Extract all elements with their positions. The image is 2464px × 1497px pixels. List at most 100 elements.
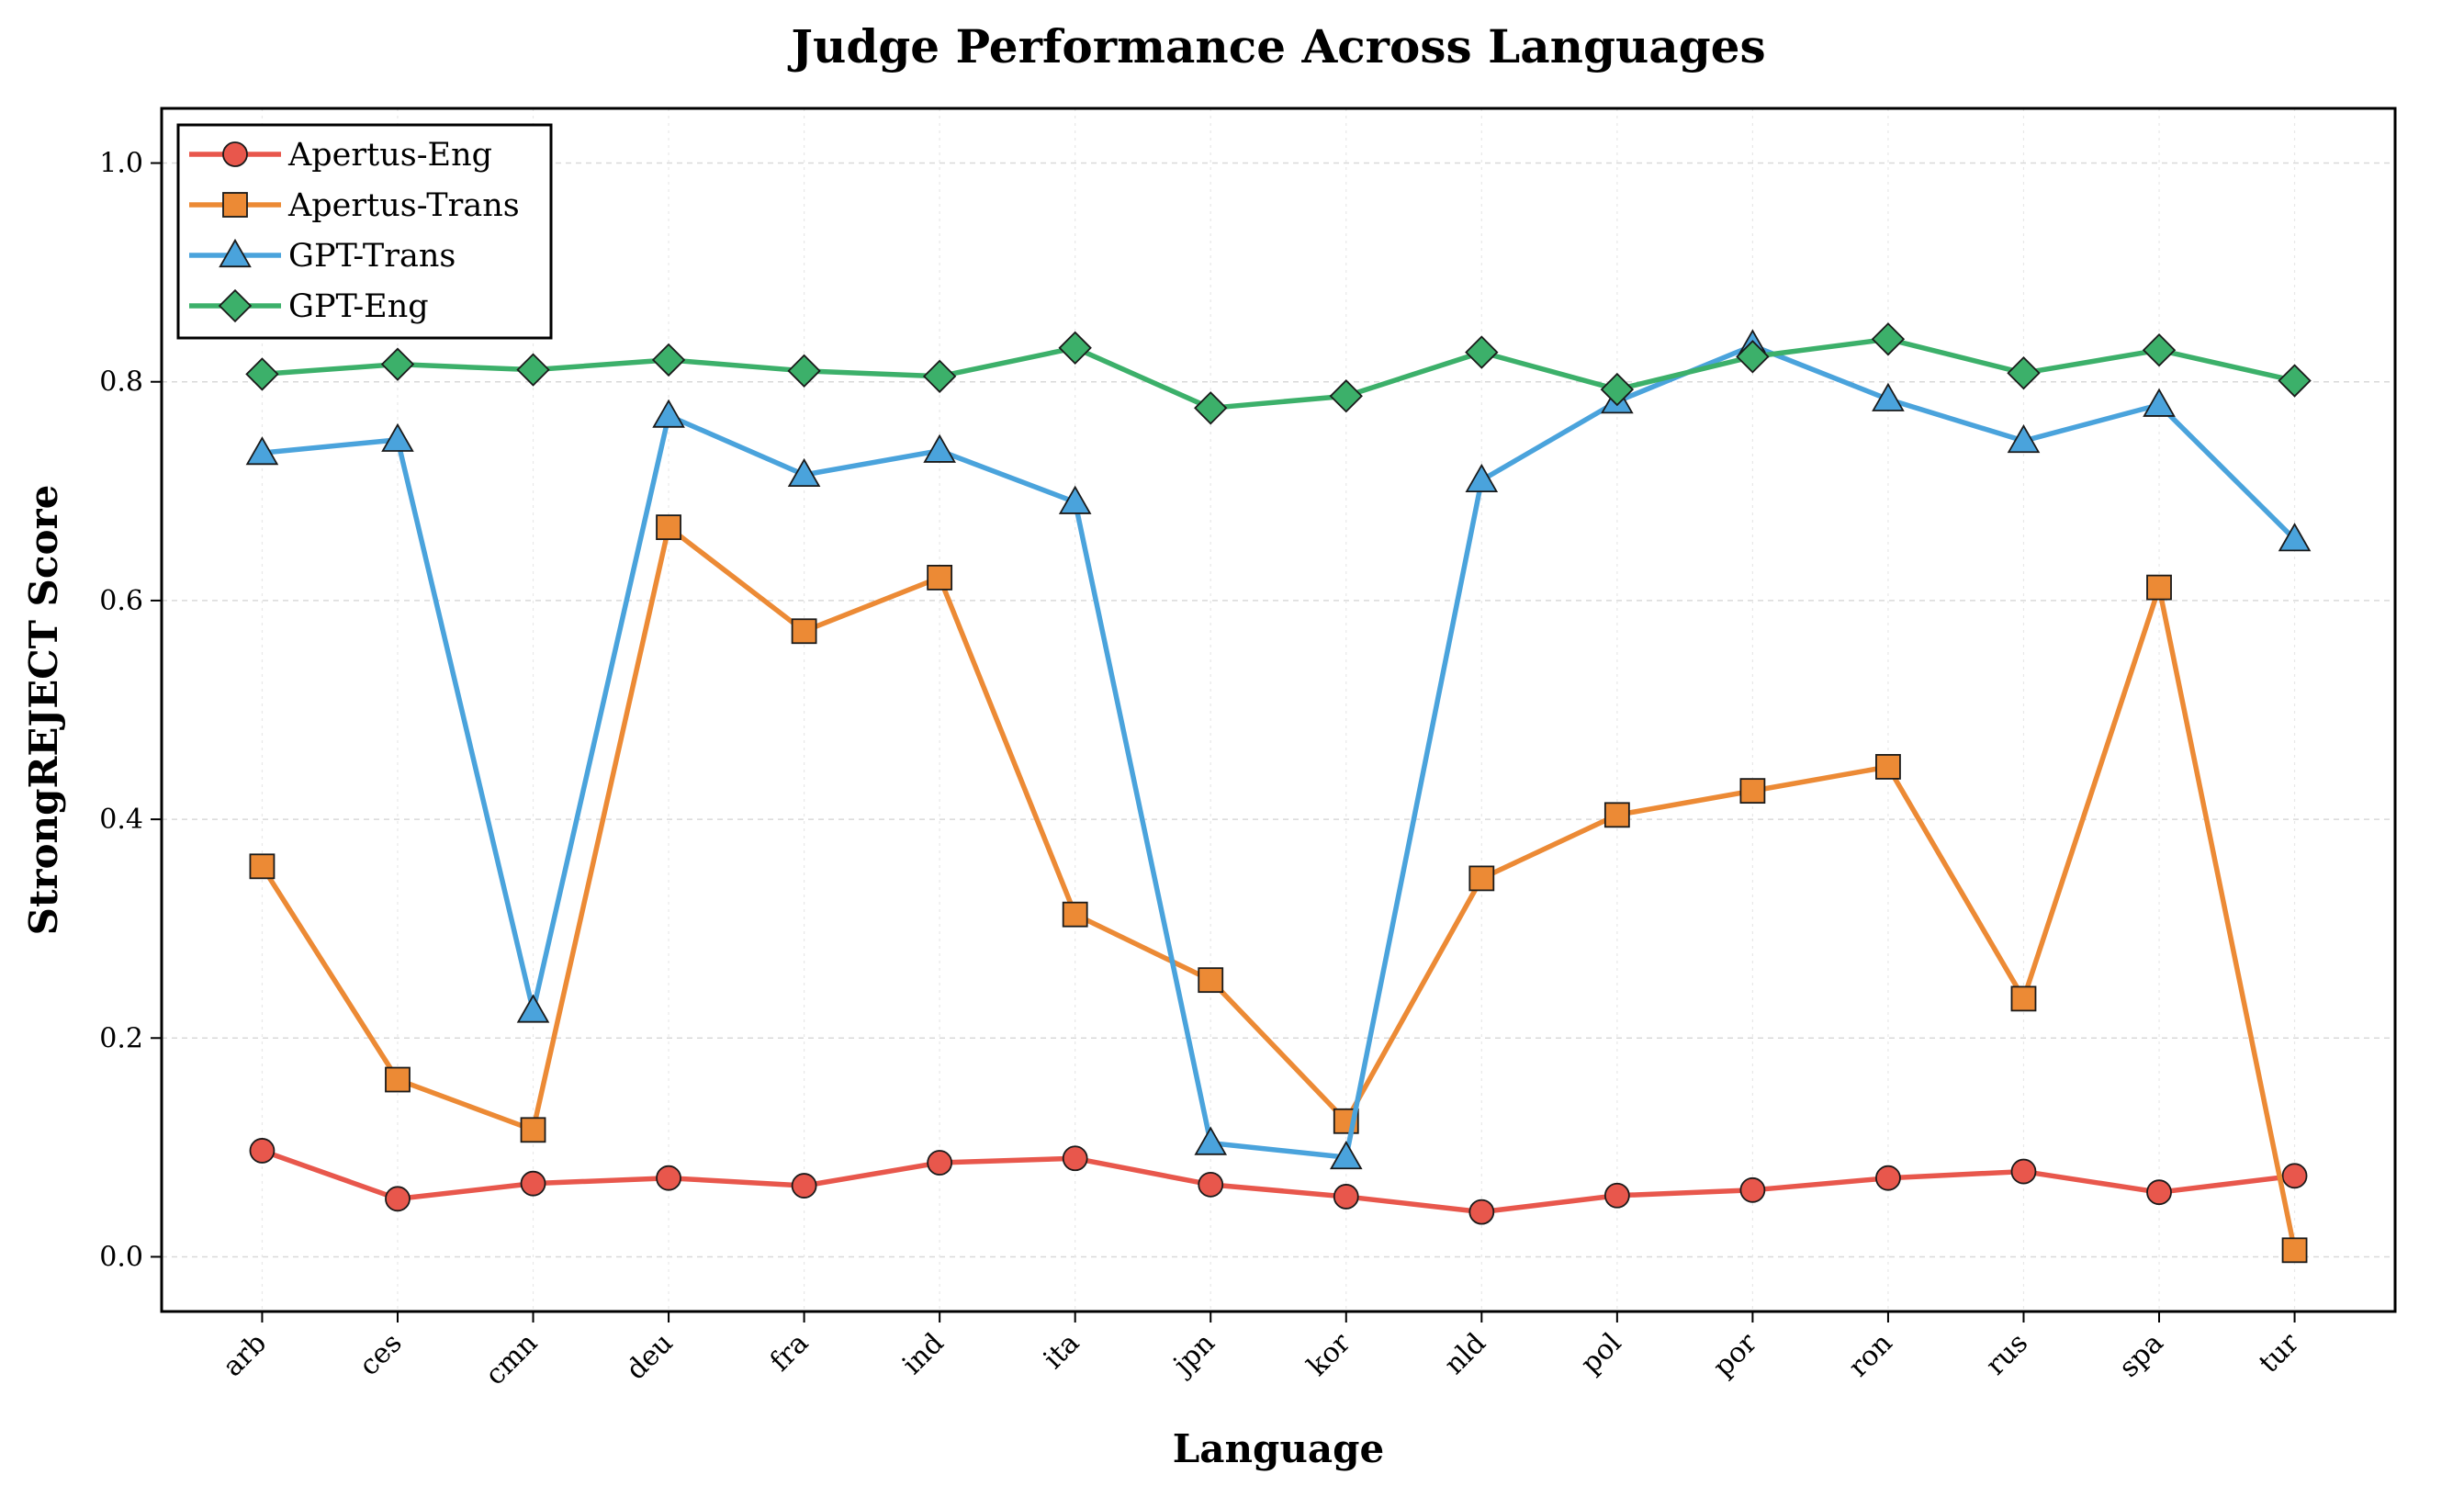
legend-marker [219,238,252,268]
data-point [1468,865,1495,892]
series-line [259,336,2298,411]
x-tick-label: ind [896,1327,951,1381]
x-tick-label: kor [1301,1326,1357,1382]
data-point [791,618,817,645]
data-point [516,994,550,1023]
data-point [2010,1158,2037,1185]
data-point [520,1170,546,1197]
x-tick-label: arb [217,1327,273,1383]
data-point [1875,754,1901,780]
legend-label: GPT-Trans [288,238,456,275]
y-tick-label: 0.0 [99,1241,143,1273]
data-point [385,1066,411,1093]
y-axis-label: StrongREJECT Score [21,485,66,936]
legend-label: GPT-Eng [288,288,429,325]
data-point [380,347,415,381]
legend-marker [222,141,248,167]
chart-title: Judge Performance Across Languages [787,19,1765,73]
data-point [1058,485,1092,514]
data-point [787,457,821,488]
data-point [1194,1126,1228,1155]
data-point [2143,388,2176,417]
plot-frame [160,107,2397,1313]
data-point [923,433,956,463]
data-point [656,1165,681,1191]
data-point [1062,1145,1088,1172]
data-point [791,1173,817,1199]
data-point [2278,523,2312,552]
data-point [1333,1184,1359,1210]
x-tick-label: fra [764,1327,815,1378]
data-point [1603,1182,1630,1209]
x-tick-label: cmn [479,1327,544,1391]
data-point [1600,372,1635,407]
series-line [259,524,2298,1254]
x-tick-label: nld [1438,1327,1492,1381]
x-tick-label: spa [2113,1327,2170,1384]
data-point [1198,967,1224,994]
series-apertus-trans [249,514,2308,1264]
data-point [1198,1171,1224,1198]
data-point [1062,901,1088,928]
data-point [922,359,957,393]
y-tick-label: 1.0 [99,148,143,180]
data-point [656,514,681,541]
legend-item: GPT-Trans [189,238,456,275]
y-tick-label: 0.4 [99,804,143,836]
data-point [927,1150,953,1176]
x-tick-label: pol [1575,1327,1628,1380]
x-tick-label: ita [1038,1327,1086,1376]
data-point [249,853,276,880]
data-point [1465,335,1499,369]
data-point [1739,1176,1766,1203]
legend-label: Apertus-Trans [287,187,520,224]
x-tick-label: jpn [1165,1327,1221,1383]
legend-item: GPT-Eng [189,288,429,325]
data-point [1058,331,1092,365]
data-point [2010,985,2037,1012]
y-tick-label: 0.6 [99,585,143,617]
x-tick-label: deu [620,1327,680,1387]
data-point [2007,423,2041,454]
data-point [385,1186,411,1212]
data-point [2281,1237,2308,1264]
x-axis-label: Language [1173,1426,1385,1471]
data-point [652,399,685,428]
data-point [651,343,686,377]
data-point [520,1117,546,1143]
data-point [249,1138,276,1164]
data-point [381,422,414,452]
data-point [516,353,550,387]
data-point [927,565,953,591]
legend-label: Apertus-Eng [287,137,492,174]
series-gpt-trans [245,329,2312,1170]
data-point [2278,364,2312,398]
legend-item: Apertus-Trans [189,187,520,224]
x-tick-label: ces [354,1327,409,1382]
data-point [245,436,279,466]
data-point [1194,391,1228,425]
x-tick-label: tur [2253,1326,2306,1379]
data-point [2142,333,2177,367]
x-tick-label: por [1707,1326,1764,1383]
data-point [1736,340,1770,374]
legend-marker [222,192,248,218]
data-point [1329,1141,1363,1170]
data-point [1465,463,1499,492]
y-tick-label: 0.2 [99,1022,143,1054]
data-point [2146,1179,2172,1206]
data-point [1871,322,1906,356]
data-point [1329,379,1363,413]
data-point [245,357,279,391]
series-apertus-eng [249,1138,2308,1225]
data-point [2007,356,2041,390]
y-tick-label: 0.8 [99,366,143,399]
data-point [1872,382,1905,411]
data-point [2281,1163,2308,1189]
data-point [2146,574,2172,601]
legend: Apertus-Eng Apertus-Trans GPT-Trans GPT-Eng [176,123,553,340]
series-line [259,343,2298,1160]
x-tick-label: rus [1980,1327,2034,1381]
x-tick-label: ron [1842,1327,1898,1383]
